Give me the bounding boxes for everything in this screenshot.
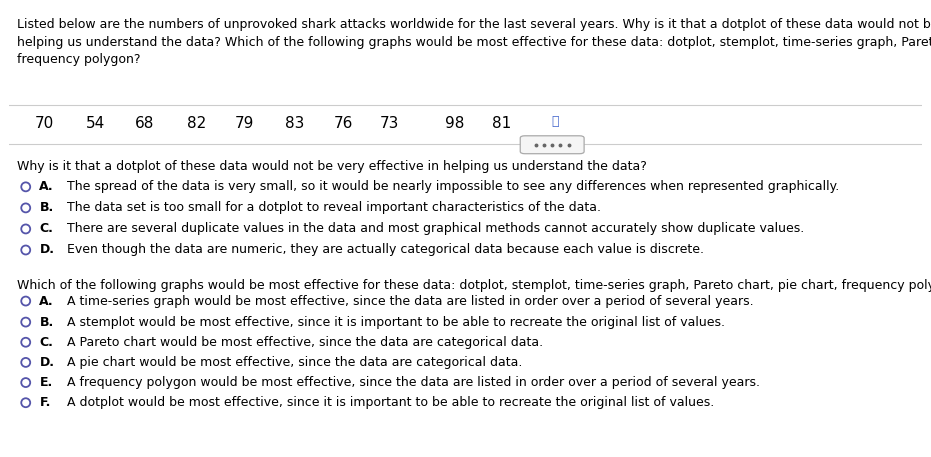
Text: The data set is too small for a dotplot to reveal important characteristics of t: The data set is too small for a dotplot … — [67, 202, 600, 214]
Text: B.: B. — [39, 316, 54, 329]
Text: F.: F. — [39, 396, 51, 409]
Text: 68: 68 — [135, 116, 154, 131]
FancyBboxPatch shape — [520, 136, 584, 154]
Text: C.: C. — [39, 336, 53, 349]
Text: 79: 79 — [235, 116, 254, 131]
Text: Listed below are the numbers of unprovoked shark attacks worldwide for the last : Listed below are the numbers of unprovok… — [17, 18, 931, 66]
Text: The spread of the data is very small, so it would be nearly impossible to see an: The spread of the data is very small, so… — [67, 181, 839, 193]
Text: D.: D. — [39, 244, 54, 256]
Text: D.: D. — [39, 356, 54, 369]
Text: Which of the following graphs would be most effective for these data: dotplot, s: Which of the following graphs would be m… — [17, 279, 931, 292]
Text: A.: A. — [39, 181, 54, 193]
Text: 70: 70 — [34, 116, 54, 131]
Text: 73: 73 — [380, 116, 399, 131]
Text: A time-series graph would be most effective, since the data are listed in order : A time-series graph would be most effect… — [67, 295, 753, 308]
Text: C.: C. — [39, 223, 53, 235]
Text: There are several duplicate values in the data and most graphical methods cannot: There are several duplicate values in th… — [67, 223, 804, 235]
Text: 98: 98 — [445, 116, 465, 131]
Text: 82: 82 — [187, 116, 206, 131]
Text: A.: A. — [39, 295, 54, 308]
Text: 81: 81 — [492, 116, 512, 131]
Text: 54: 54 — [87, 116, 105, 131]
Text: A stemplot would be most effective, since it is important to be able to recreate: A stemplot would be most effective, sinc… — [67, 316, 725, 329]
Text: A Pareto chart would be most effective, since the data are categorical data.: A Pareto chart would be most effective, … — [67, 336, 543, 349]
Text: 83: 83 — [285, 116, 304, 131]
Text: Even though the data are numeric, they are actually categorical data because eac: Even though the data are numeric, they a… — [67, 244, 704, 256]
Text: A dotplot would be most effective, since it is important to be able to recreate : A dotplot would be most effective, since… — [67, 396, 714, 409]
Text: A pie chart would be most effective, since the data are categorical data.: A pie chart would be most effective, sin… — [67, 356, 522, 369]
Text: ⎘: ⎘ — [551, 115, 559, 128]
Text: Why is it that a dotplot of these data would not be very effective in helping us: Why is it that a dotplot of these data w… — [17, 160, 646, 173]
Text: A frequency polygon would be most effective, since the data are listed in order : A frequency polygon would be most effect… — [67, 376, 760, 389]
Text: E.: E. — [39, 376, 53, 389]
Text: 76: 76 — [333, 116, 353, 131]
Text: B.: B. — [39, 202, 54, 214]
